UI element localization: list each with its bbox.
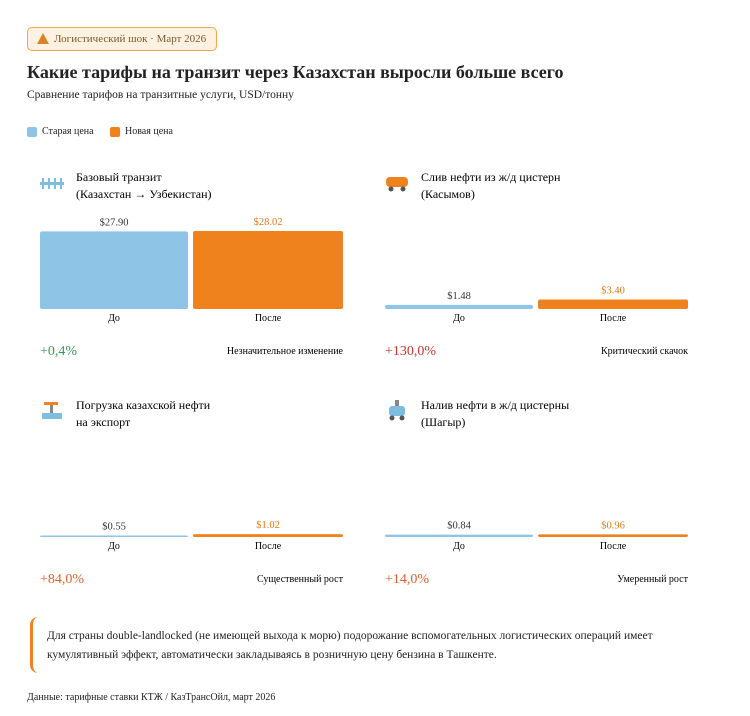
category-label: После [600, 541, 627, 552]
bar [385, 304, 533, 309]
value-label: $3.40 [601, 286, 625, 297]
value-label: $1.48 [447, 291, 471, 302]
note: Для страны double-landlocked (не имеющей… [30, 617, 690, 673]
icon [50, 403, 53, 413]
icon [388, 186, 394, 192]
panel: Погрузка казахской нефти на экспорт $0.55 Д… [40, 398, 344, 587]
change: +0,4% [40, 344, 77, 359]
value-label: $0.84 [447, 521, 471, 532]
panel-title: Слив нефти из ж/д цистерн [421, 170, 561, 184]
change: +14,0% [385, 572, 429, 587]
bar [193, 534, 343, 537]
legend-label: Старая цена [42, 126, 94, 137]
change-note: Существенный рост [257, 574, 344, 585]
bar [385, 534, 533, 537]
legend-label: Новая цена [125, 126, 173, 137]
panel: Налив нефти в ж/д цистерны (Шагыр) $0.84 До… [385, 398, 689, 587]
panel-title: Налив нефти в ж/д цистерны [421, 398, 569, 412]
title: Какие тарифы на транзит через Казахстан … [27, 62, 564, 82]
change-note: Незначительное изменение [227, 346, 344, 357]
value-label: $27.90 [100, 217, 129, 228]
value-label: $28.02 [254, 217, 283, 228]
value-label: $0.55 [102, 521, 126, 532]
panel-subtitle: (Казахстан → Узбекистан) [76, 187, 212, 201]
bar [538, 299, 688, 309]
bar [40, 535, 188, 537]
icon [54, 178, 56, 189]
category-label: До [453, 541, 465, 552]
category-label: До [108, 313, 120, 324]
bar [193, 231, 343, 309]
panel-title: Погрузка казахской нефти [76, 398, 211, 412]
icon [389, 406, 405, 416]
panel-title: Базовый транзит [76, 170, 162, 184]
category-label: До [108, 541, 120, 552]
panel: Слив нефти из ж/д цистерн (Касымов) $1.48 Д… [385, 170, 688, 359]
category-label: После [255, 541, 282, 552]
icon [40, 182, 64, 185]
panel-subtitle: на экспорт [76, 415, 131, 429]
source: Данные: тарифные ставки КТЖ / КазТрансОй… [27, 692, 276, 703]
panel: Базовый транзит (Казахстан → Узбекистан) $… [40, 170, 344, 359]
legend-item: Новая цена [110, 126, 173, 137]
bar [40, 231, 188, 309]
legend-item: Старая цена [27, 126, 94, 137]
legend-swatch [27, 126, 37, 137]
category-label: После [255, 313, 282, 324]
legend-swatch [110, 126, 120, 137]
subtitle: Сравнение тарифов на транзитные услуги, … [27, 89, 294, 101]
change: +84,0% [40, 572, 84, 587]
panel-subtitle: (Шагыр) [421, 415, 465, 429]
icon [44, 402, 58, 405]
value-label: $0.96 [601, 520, 625, 531]
category-label: После [600, 313, 627, 324]
icon [42, 413, 62, 419]
icon [42, 178, 44, 189]
icon [389, 415, 395, 421]
panel-subtitle: (Касымов) [421, 187, 475, 201]
icon [395, 400, 399, 406]
icon [400, 186, 406, 192]
change: +130,0% [385, 344, 436, 359]
change-note: Критический скачок [601, 346, 688, 357]
icon [386, 177, 408, 187]
icon [48, 178, 50, 189]
icon [399, 415, 405, 421]
category-label: До [453, 313, 465, 324]
value-label: $1.02 [256, 520, 280, 531]
icon [60, 178, 62, 189]
change-note: Умеренный рост [617, 574, 688, 585]
badge: Логистический шок · Март 2026 [27, 27, 218, 51]
bar [538, 534, 688, 537]
